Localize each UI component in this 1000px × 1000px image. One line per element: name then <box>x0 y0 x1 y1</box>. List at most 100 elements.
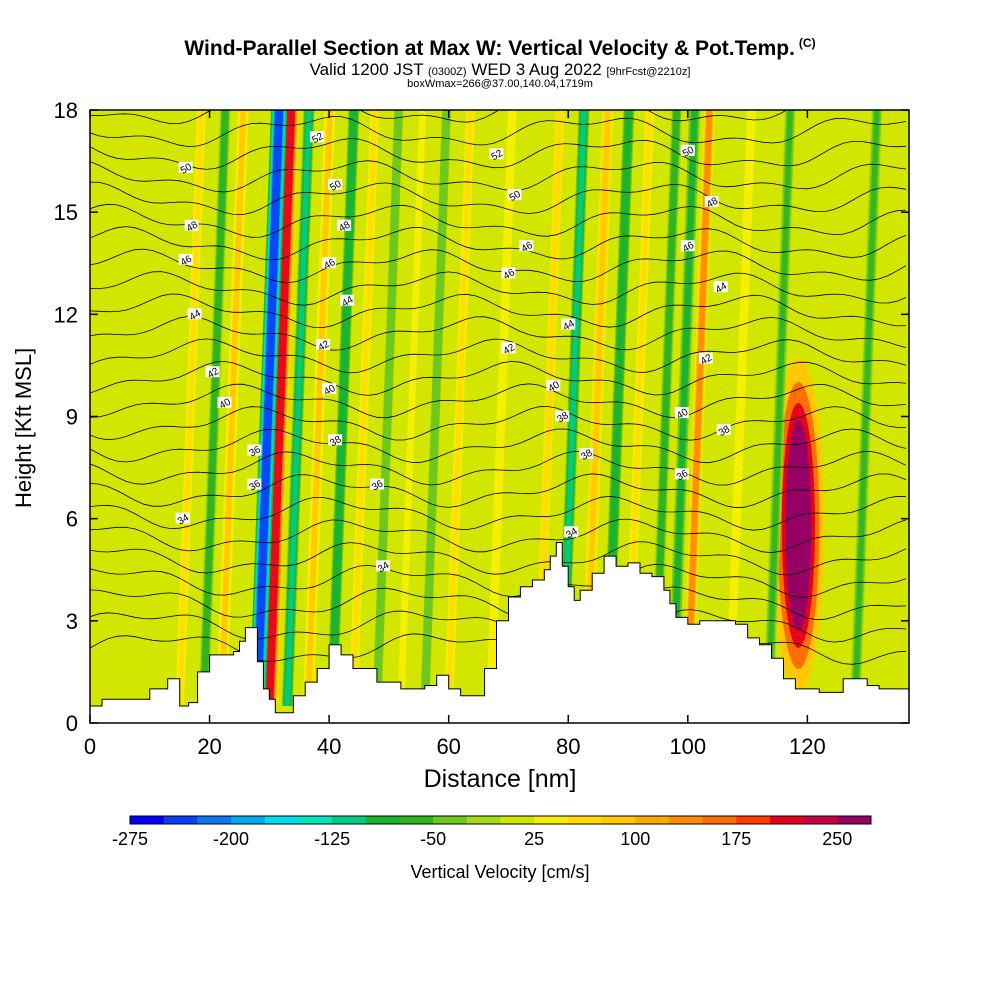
colorbar-label: Vertical Velocity [cm/s] <box>410 862 590 882</box>
contour-label: 52 <box>490 148 506 163</box>
isentrope-line <box>90 428 907 464</box>
contour-label: 42 <box>502 342 518 357</box>
contour-label-bg <box>501 342 516 354</box>
y-tick-label: 3 <box>66 609 78 634</box>
colorbar-swatch <box>298 816 333 824</box>
y-tick-label: 12 <box>54 302 78 327</box>
colorbar-tick-label: 100 <box>620 829 650 849</box>
contour-label-bg <box>713 281 728 293</box>
colorbar-swatch <box>163 816 198 824</box>
colorbar-swatch <box>837 816 872 824</box>
isentrope-line <box>90 72 906 101</box>
contour-label: 38 <box>717 424 733 439</box>
contour-label-bg <box>178 253 193 265</box>
colorbar-tick-label: -275 <box>112 829 148 849</box>
contour-label-bg <box>501 267 516 279</box>
updraft-cell-13-3 <box>785 420 812 631</box>
contour-label-bg <box>680 240 695 252</box>
colorbar-swatch <box>500 816 535 824</box>
x-tick-label: 120 <box>789 734 826 759</box>
y-tick-label: 0 <box>66 711 78 736</box>
contour-label: 50 <box>179 161 195 176</box>
contour-label: 48 <box>337 219 353 234</box>
contour-label-bg <box>716 424 731 436</box>
contour-label: 42 <box>316 339 332 354</box>
contour-label-bg <box>680 144 695 156</box>
y-tick-label: 9 <box>66 405 78 430</box>
y-axis-label: Height [Kft MSL] <box>11 347 36 508</box>
contour-label-bg <box>187 308 202 320</box>
isentrope-line <box>90 271 907 306</box>
contour-label-bg <box>322 257 337 269</box>
contour-label: 52 <box>310 131 326 146</box>
contour-label-bg <box>337 219 352 231</box>
contour-label-bg <box>178 161 193 173</box>
downdraft-band-6-3 <box>559 110 587 706</box>
colorbar-swatch <box>231 816 266 824</box>
updraft-band-11-3 <box>685 110 713 706</box>
contour-label: 44 <box>714 281 730 296</box>
contour-label: 34 <box>176 512 192 527</box>
isentrope-line <box>90 293 907 329</box>
isentrope-line <box>90 586 907 621</box>
colorbar-swatch <box>803 816 838 824</box>
contour-label-bg <box>375 560 390 572</box>
contour-label: 36 <box>675 468 691 483</box>
x-tick-label: 40 <box>317 734 341 759</box>
valid-utc: (0300Z) <box>428 66 467 78</box>
contour-label-bg <box>247 444 262 456</box>
contour-label: 34 <box>376 560 392 575</box>
valid-time: Valid 1200 JST <box>309 60 424 79</box>
colorbar-swatch <box>668 816 704 824</box>
x-tick-label: 100 <box>669 734 706 759</box>
contour-label: 46 <box>502 267 518 282</box>
colorbar-swatch <box>365 816 400 824</box>
updraft-band-2-3 <box>265 110 296 706</box>
colorbar-swatch <box>433 816 468 824</box>
contour-label-bg <box>175 512 190 524</box>
contour-label-bg <box>340 294 355 306</box>
downdraft-band-4-3 <box>374 110 402 706</box>
y-tick-label: 15 <box>54 200 78 225</box>
contour-label: 50 <box>328 178 344 193</box>
downdraft-band-8-3 <box>652 110 680 706</box>
x-tick-label: 20 <box>197 734 221 759</box>
colorbar-swatch <box>769 816 805 824</box>
contour-label-bg <box>328 178 343 190</box>
contour-label-bg <box>564 526 579 538</box>
terrain-mask <box>89 542 910 724</box>
contour-label: 42 <box>699 352 715 367</box>
chart-subtitle: Valid 1200 JST (0300Z) WED 3 Aug 2022 [9… <box>0 60 1000 80</box>
downdraft-band-10-3 <box>765 110 793 706</box>
isentrope-line <box>90 248 907 284</box>
contour-label: 46 <box>322 257 338 272</box>
contour-label-bg <box>704 195 719 207</box>
isentrope-line <box>90 360 907 396</box>
contour-label-bg <box>322 383 337 395</box>
contour-label: 40 <box>546 379 562 394</box>
downdraft-band-0-3 <box>200 110 229 706</box>
contour-label-bg <box>310 131 325 143</box>
isentrope-line <box>90 405 906 441</box>
x-tick-label: 0 <box>84 734 96 759</box>
contour-label: 48 <box>705 195 721 210</box>
contour-label-bg <box>489 148 504 160</box>
box-wmax-info: boxWmax=266@37.00,140.04,1719m <box>407 78 593 90</box>
isentrope-line <box>90 541 907 576</box>
colorbar-swatch <box>534 816 569 824</box>
downdraft-band-11-3 <box>852 110 880 706</box>
isentrope-line <box>90 138 907 170</box>
isentrope-line <box>90 383 907 419</box>
contour-label: 44 <box>561 318 577 333</box>
contour-label-bg <box>698 352 713 364</box>
contour-label-bg <box>546 379 561 391</box>
isentrope-line <box>90 315 907 351</box>
y-axis-label-wrap: Height [Kft MSL] <box>4 348 44 508</box>
contour-label: 40 <box>322 383 338 398</box>
updraft-band-12-3 <box>726 110 755 706</box>
contour-label: 44 <box>188 308 204 323</box>
colorbar-swatch <box>264 816 299 824</box>
forecast-info: [9hrFcst@2210z] <box>606 66 691 78</box>
isentrope-line <box>90 495 907 531</box>
colorbar-swatch <box>399 816 434 824</box>
